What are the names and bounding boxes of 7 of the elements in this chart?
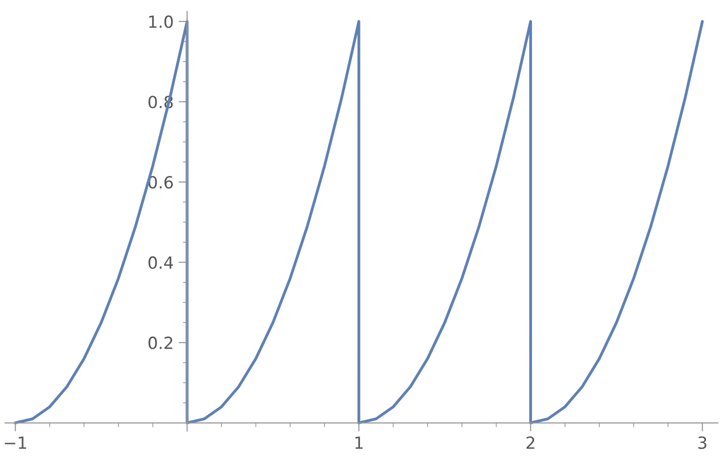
x-tick-label: 3 — [698, 436, 706, 449]
x-tick-label: 2 — [526, 436, 534, 449]
y-tick-label: 0.2 — [148, 336, 172, 350]
y-tick-label: 0.4 — [148, 256, 173, 269]
y-tick-label: 1.0 — [149, 15, 173, 28]
x-tick-label: −1 — [4, 436, 26, 449]
x-tick-label: 1 — [355, 436, 363, 449]
